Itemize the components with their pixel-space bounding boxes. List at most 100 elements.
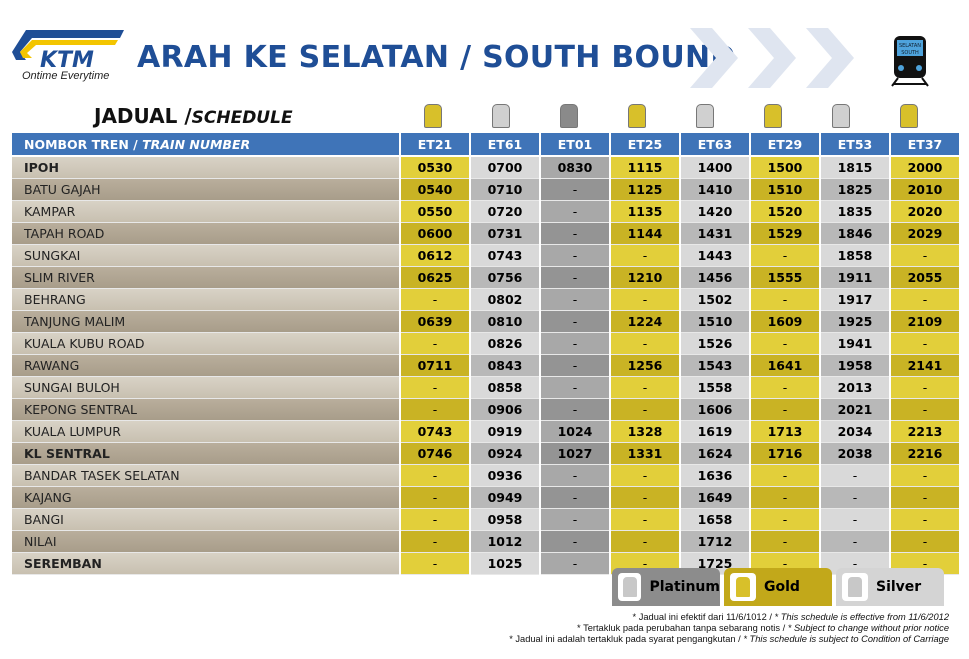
station-name: TANJUNG MALIM	[12, 311, 399, 333]
departure-time: -	[541, 553, 609, 575]
departure-time: 1125	[611, 179, 679, 201]
train-header-et37: ET37	[891, 133, 959, 157]
departure-time: 2109	[891, 311, 959, 333]
departure-time: 1609	[751, 311, 819, 333]
departure-time: -	[751, 245, 819, 267]
svg-text:SOUTH: SOUTH	[901, 50, 919, 56]
departure-time: 2029	[891, 223, 959, 245]
departure-time: 2038	[821, 443, 889, 465]
departure-time: -	[891, 531, 959, 553]
departure-time: 2000	[891, 157, 959, 179]
table-row: KAMPAR 0550 0720-1135 1420 1520 1835 2020	[12, 201, 959, 223]
departure-time: -	[611, 465, 679, 487]
train-header-et63: ET63	[681, 133, 749, 157]
departure-time: 1624	[681, 443, 749, 465]
train-icon	[730, 573, 756, 601]
departure-time: 1135	[611, 201, 679, 223]
departure-time: -	[401, 377, 469, 399]
footnote: * Tertakluk pada perubahan tanpa sebaran…	[577, 623, 949, 633]
train-gold-icon	[424, 104, 442, 128]
train-header-et61: ET61	[471, 133, 539, 157]
departure-time: 0936	[471, 465, 539, 487]
legend-gold: Gold	[724, 568, 832, 606]
departure-time: -	[821, 509, 889, 531]
departure-time: -	[401, 289, 469, 311]
departure-time: 2141	[891, 355, 959, 377]
departure-time: 1712	[681, 531, 749, 553]
train-number-header: NOMBOR TREN / TRAIN NUMBER	[12, 133, 399, 157]
station-name: BATU GAJAH	[12, 179, 399, 201]
table-row: KAJANG -0949- -1649- - -	[12, 487, 959, 509]
departure-time: -	[821, 465, 889, 487]
departure-time: 1502	[681, 289, 749, 311]
legend-label: Silver	[876, 579, 922, 595]
departure-time: 0743	[471, 245, 539, 267]
departure-time: 0810	[471, 311, 539, 333]
departure-time: 1641	[751, 355, 819, 377]
departure-time: 2213	[891, 421, 959, 443]
departure-time: -	[541, 223, 609, 245]
table-row: SUNGAI BULOH -0858- -1558-2013-	[12, 377, 959, 399]
departure-time: 0530	[401, 157, 469, 179]
ktm-logo: KTM	[12, 30, 124, 73]
departure-time: 0711	[401, 355, 469, 377]
departure-time: -	[541, 399, 609, 421]
departure-time: -	[751, 399, 819, 421]
departure-time: -	[751, 487, 819, 509]
svg-text:KTM: KTM	[40, 48, 94, 73]
departure-time: 1658	[681, 509, 749, 531]
departure-time: -	[891, 289, 959, 311]
departure-time: -	[541, 509, 609, 531]
departure-time: -	[401, 333, 469, 355]
departure-time: 0843	[471, 355, 539, 377]
station-name: SEREMBAN	[12, 553, 399, 575]
schedule-heading: JADUAL /SCHEDULE	[94, 104, 293, 128]
station-name: KEPONG SENTRAL	[12, 399, 399, 421]
departure-time: 1835	[821, 201, 889, 223]
train-header-et01: ET01	[541, 133, 609, 157]
departure-time: -	[751, 465, 819, 487]
departure-time: -	[611, 245, 679, 267]
chevrons-icon	[690, 28, 854, 88]
departure-time: 1825	[821, 179, 889, 201]
departure-time: -	[401, 531, 469, 553]
departure-time: -	[541, 201, 609, 223]
departure-time: 1925	[821, 311, 889, 333]
departure-time: -	[891, 509, 959, 531]
legend-platinum: Platinum	[612, 568, 720, 606]
train-silver-icon	[832, 104, 850, 128]
train-header-et29: ET29	[751, 133, 819, 157]
tagline: Ontime Everytime	[22, 70, 110, 82]
class-legend: Platinum Gold Silver	[612, 568, 948, 606]
departure-time: 0540	[401, 179, 469, 201]
station-name: KAJANG	[12, 487, 399, 509]
departure-time: 1526	[681, 333, 749, 355]
table-row: KUALA LUMPUR 0743 0919 1024 1328 1619 1713 2034…	[12, 421, 959, 443]
table-row: IPOH 0530 0700 0830 1115 1400 1500 1815 2000	[12, 157, 959, 179]
train-icon	[618, 573, 642, 601]
departure-time: -	[541, 289, 609, 311]
train-icon	[842, 573, 868, 601]
table-row: BANDAR TASEK SELATAN -0936- -1636- - -	[12, 465, 959, 487]
departure-time: 0949	[471, 487, 539, 509]
train-header-et53: ET53	[821, 133, 889, 157]
footnote: * Jadual ini adalah tertakluk pada syara…	[509, 634, 949, 644]
departure-time: 0700	[471, 157, 539, 179]
train-silver-icon	[492, 104, 510, 128]
departure-time: 2021	[821, 399, 889, 421]
departure-time: 1619	[681, 421, 749, 443]
departure-time: -	[751, 289, 819, 311]
departure-time: -	[611, 289, 679, 311]
departure-time: -	[611, 333, 679, 355]
departure-time: -	[401, 465, 469, 487]
departure-time: -	[541, 355, 609, 377]
departure-time: 1443	[681, 245, 749, 267]
departure-time: -	[541, 245, 609, 267]
departure-time: 1636	[681, 465, 749, 487]
train-gold-icon	[900, 104, 918, 128]
departure-time: 1400	[681, 157, 749, 179]
departure-time: 1716	[751, 443, 819, 465]
departure-time: 0830	[541, 157, 609, 179]
legend-label: Gold	[764, 579, 800, 595]
departure-time: 1941	[821, 333, 889, 355]
